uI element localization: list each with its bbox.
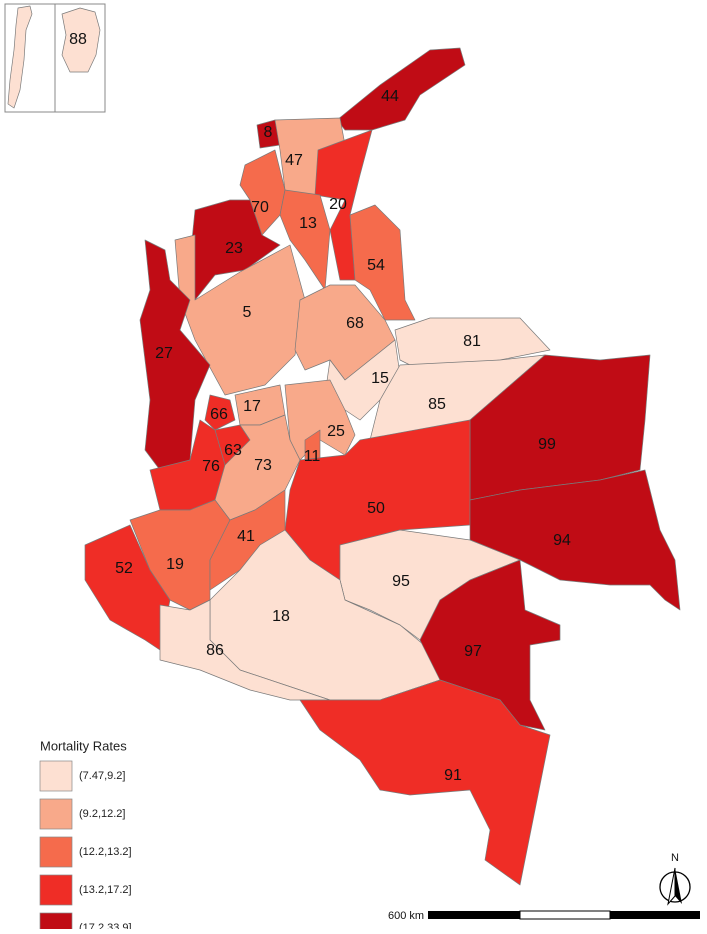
region-label: 81 <box>463 333 481 350</box>
legend-label: (13.2,17.2] <box>79 884 132 896</box>
region-label: 8 <box>264 124 273 141</box>
scale-bar <box>428 910 700 920</box>
region-label: 25 <box>327 423 345 440</box>
region <box>7 5 33 109</box>
region-label: 23 <box>225 240 243 257</box>
legend-label: (12.2,13.2] <box>79 846 132 858</box>
legend-swatch <box>39 798 73 830</box>
region-label: 18 <box>272 608 290 625</box>
region-label: 17 <box>243 398 261 415</box>
legend-label: (9.2,12.2] <box>79 808 125 820</box>
region-label: 27 <box>155 345 173 362</box>
region-label: 66 <box>210 406 228 423</box>
region-label: 94 <box>553 532 571 549</box>
region-label: 76 <box>202 458 220 475</box>
region-label: 85 <box>428 396 446 413</box>
region-label: 54 <box>367 257 385 274</box>
scale-label: 600 km <box>388 910 424 922</box>
region <box>139 239 211 471</box>
region-label: 50 <box>367 500 385 517</box>
region-label: 19 <box>166 556 184 573</box>
legend-swatch <box>39 874 73 906</box>
legend-swatch <box>39 836 73 868</box>
region <box>314 129 373 281</box>
region-label: 13 <box>299 215 317 232</box>
region-label: 52 <box>115 560 133 577</box>
region-label: 70 <box>251 199 269 216</box>
region <box>204 394 236 431</box>
region <box>239 149 286 236</box>
region-labels: 88 44 8 47 20 70 13 23 54 5 68 27 81 15 85 99 66 17 25 6376… <box>69 31 571 784</box>
region-label: 11 <box>304 448 321 465</box>
region <box>159 599 331 701</box>
legend-label: (7.47,9.2] <box>79 770 125 782</box>
regions <box>7 5 681 886</box>
region-label: 68 <box>346 315 364 332</box>
legend-swatch <box>39 760 73 792</box>
region <box>299 679 551 886</box>
region-label: 91 <box>444 767 462 784</box>
north-label: N <box>671 852 679 864</box>
region-label: 95 <box>392 573 410 590</box>
legend-label: (17.2,33.9] <box>79 922 132 929</box>
region-label: 97 <box>464 643 482 660</box>
region-label: 73 <box>254 457 272 474</box>
region-label: 63 <box>224 442 242 459</box>
legend: (7.47,9.2] (9.2,12.2] (12.2,13.2] (13.2,17.… <box>39 760 132 934</box>
region <box>61 7 101 73</box>
region-label: 99 <box>538 436 556 453</box>
region-label: 5 <box>243 304 252 321</box>
region <box>349 204 416 321</box>
region <box>279 189 331 291</box>
region-label: 20 <box>329 196 347 213</box>
north-arrow <box>659 867 691 906</box>
region-label: 44 <box>381 88 399 105</box>
region-label: 41 <box>237 528 255 545</box>
region <box>336 47 466 131</box>
region <box>469 469 681 611</box>
region-label: 86 <box>206 642 224 659</box>
region <box>394 317 551 371</box>
region-label: 15 <box>371 370 389 387</box>
region-label: 47 <box>285 152 303 169</box>
legend-swatch <box>39 912 73 934</box>
legend-title: Mortality Rates <box>40 738 127 753</box>
region-label: 88 <box>69 31 87 48</box>
